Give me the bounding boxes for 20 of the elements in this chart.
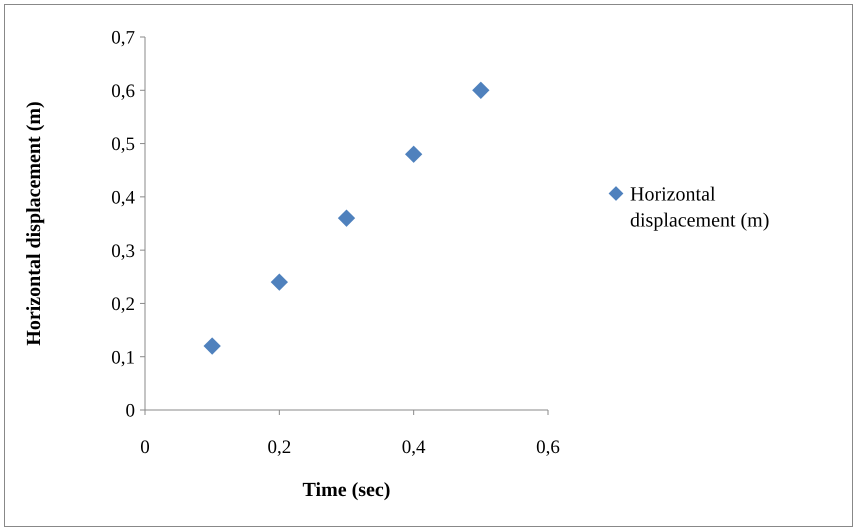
- y-tick-label: 0: [126, 400, 135, 422]
- point: [270, 273, 288, 291]
- x-axis-title: Time (sec): [302, 479, 390, 501]
- x-tick-label: 0,4: [402, 437, 426, 458]
- x-tick-label: 0,2: [267, 437, 292, 458]
- y-tick-label: 0,6: [111, 80, 135, 102]
- point: [338, 210, 356, 227]
- point: [204, 337, 221, 355]
- y-tick-label: 0,5: [111, 134, 135, 156]
- y-axis-title: Horizontal displacement (m): [23, 101, 45, 346]
- x-tick-label: 0,6: [536, 437, 560, 458]
- y-tick-label: 0,3: [111, 240, 135, 262]
- y-tick-label: 0,7: [111, 28, 135, 49]
- point: [405, 146, 422, 163]
- y-tick-label: 0,4: [111, 188, 136, 209]
- point: [472, 82, 490, 99]
- legend-label: Horizontal displacement (m): [630, 184, 770, 232]
- y-tick-label: 0,1: [111, 347, 135, 368]
- x-tick-label: 0: [140, 437, 150, 458]
- y-tick-label: 0,2: [111, 294, 135, 316]
